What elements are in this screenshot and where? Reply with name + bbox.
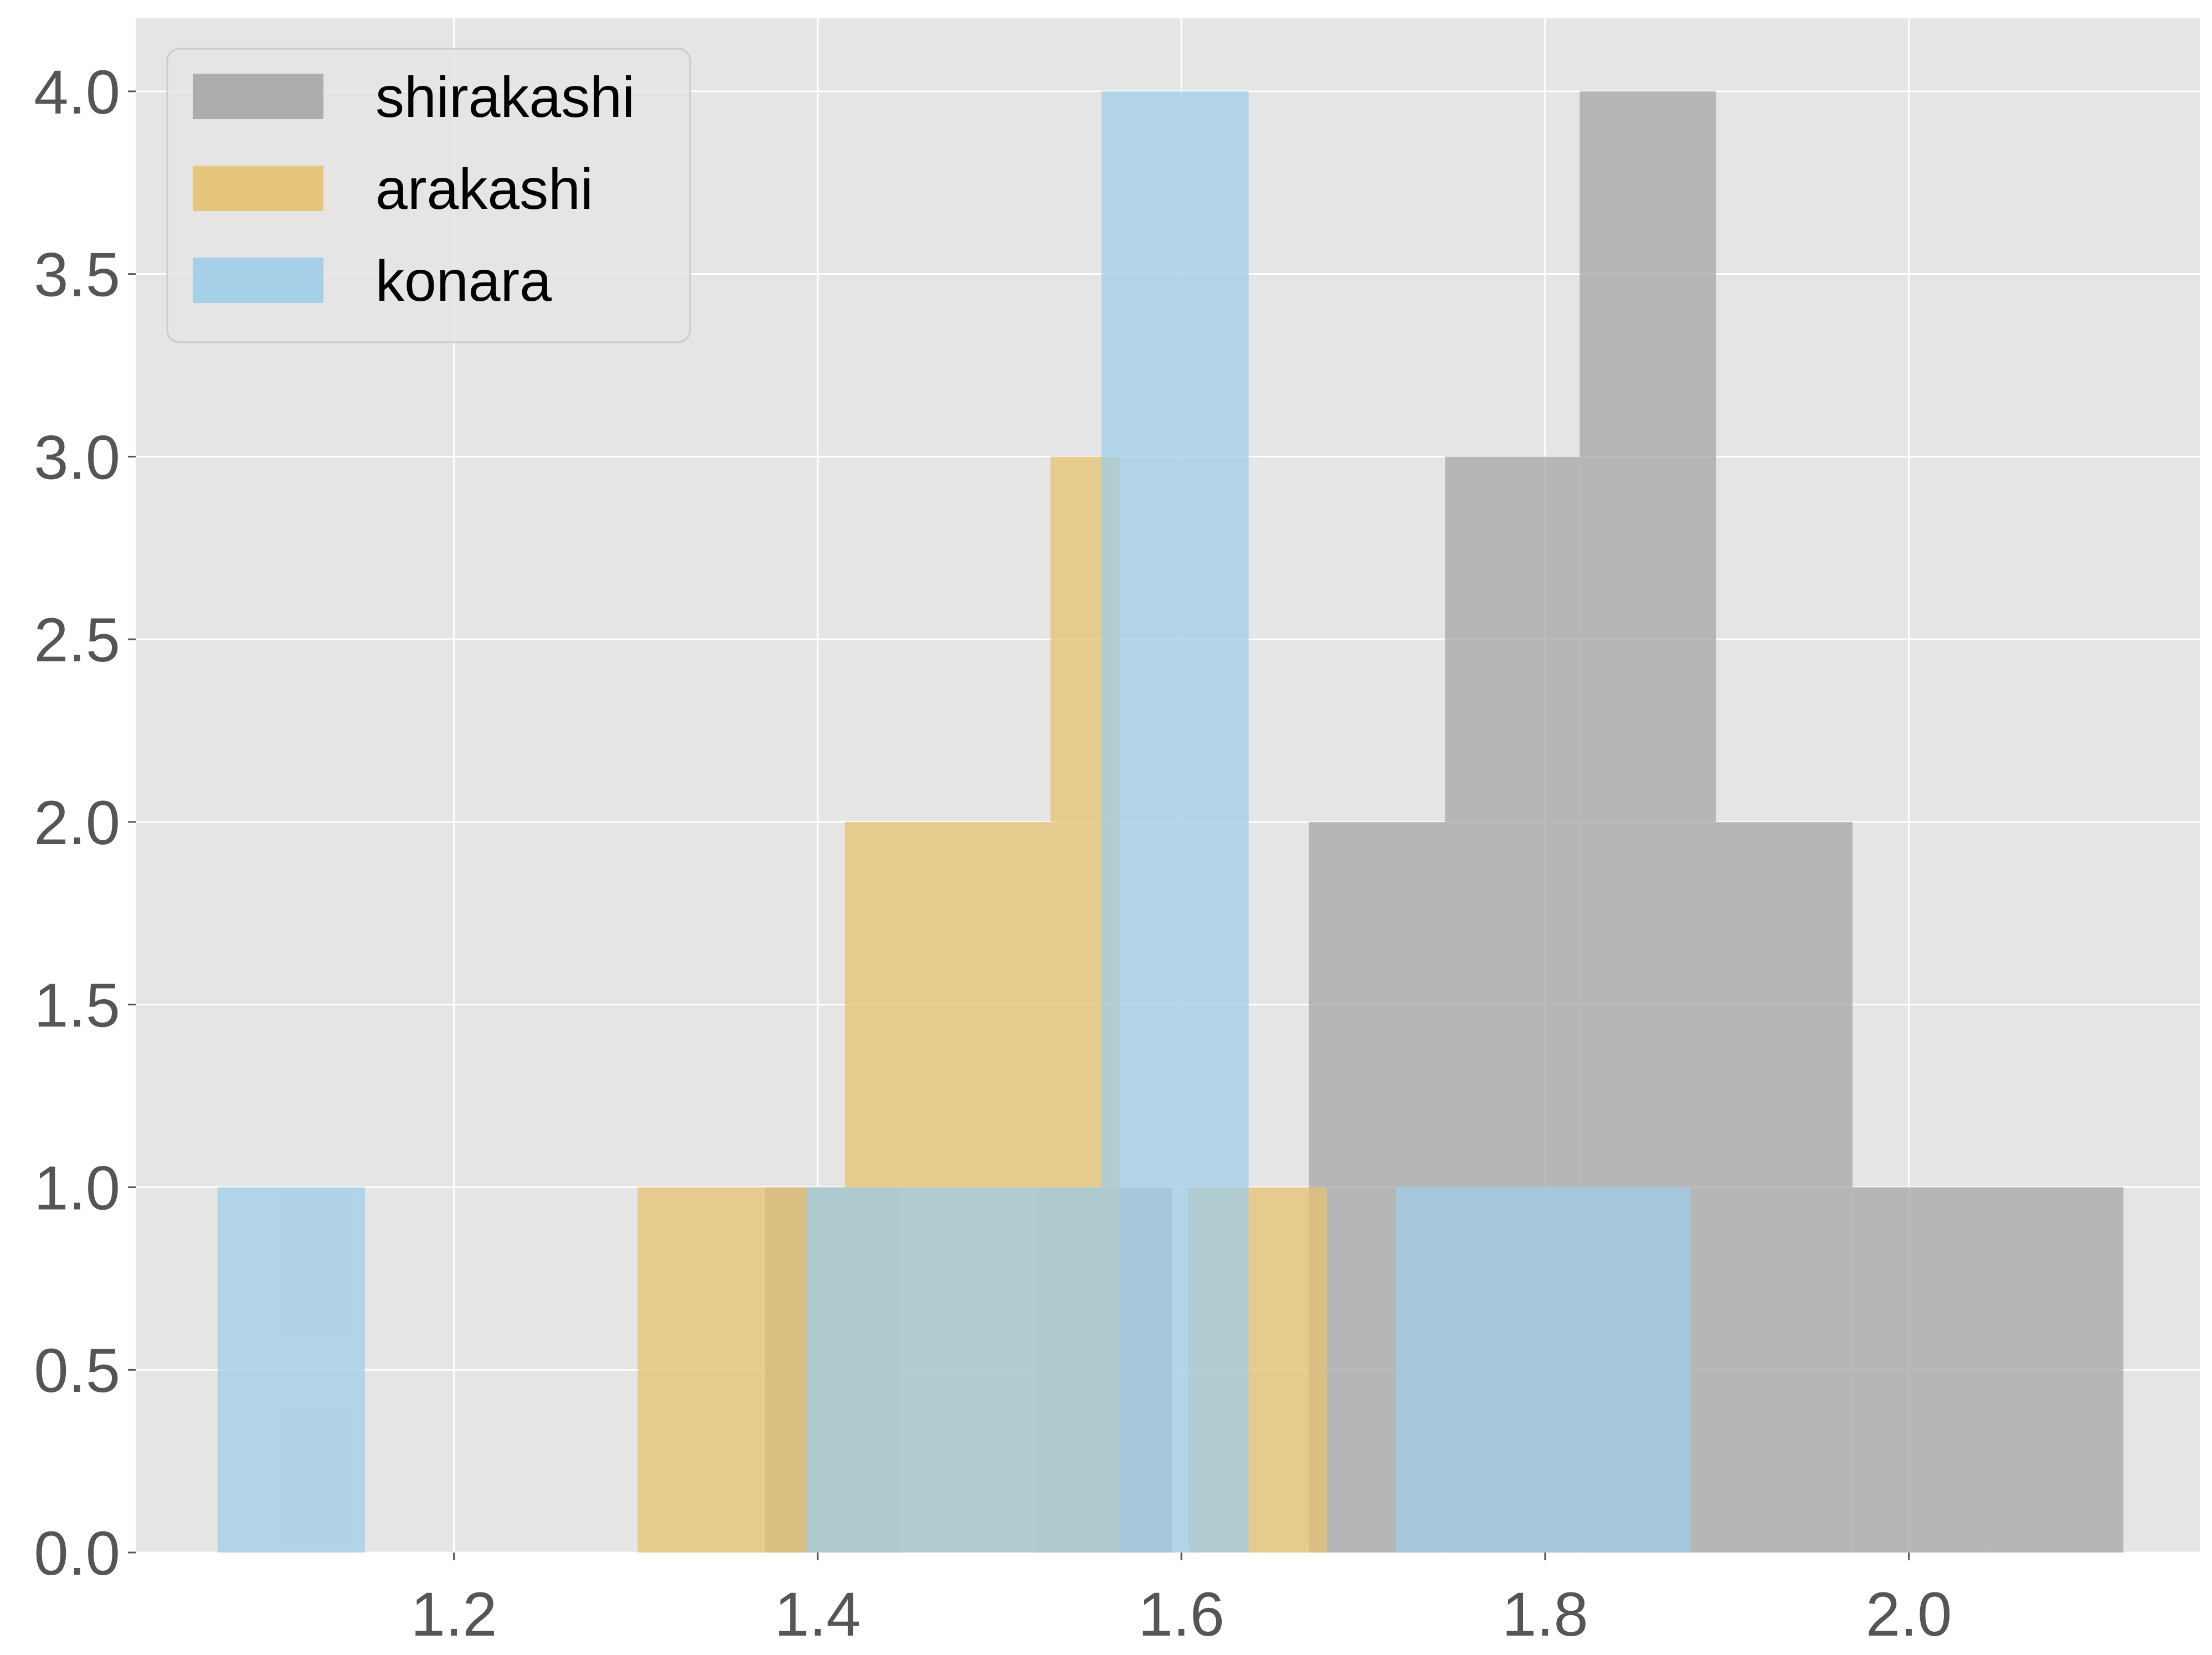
y-tick-label: 2.0	[34, 788, 120, 857]
bar-arakashi	[637, 1187, 707, 1553]
y-tick-label: 0.5	[34, 1336, 120, 1405]
legend-swatch-arakashi	[193, 166, 323, 211]
y-tick-label: 3.0	[34, 423, 120, 492]
legend-swatch-shirakashi	[193, 74, 323, 119]
x-tick-label: 1.4	[775, 1580, 861, 1649]
series-konara	[217, 91, 1691, 1553]
bar-konara	[1101, 91, 1249, 1553]
y-tick-label: 4.0	[34, 58, 120, 127]
bar-shirakashi	[1716, 821, 1853, 1553]
bar-arakashi	[1258, 1187, 1327, 1553]
x-tick-label: 2.0	[1866, 1580, 1952, 1649]
legend-label-arakashi: arakashi	[375, 157, 593, 222]
bar-arakashi	[707, 1187, 776, 1553]
bar-konara	[954, 1187, 1102, 1553]
bar-konara	[806, 1187, 954, 1553]
bar-shirakashi	[1987, 1187, 2124, 1553]
y-tick-label: 2.5	[34, 605, 120, 675]
bar-konara	[1396, 1187, 1544, 1553]
legend: shirakashi arakashi konara	[166, 48, 691, 343]
bar-shirakashi	[1852, 1187, 1987, 1553]
legend-swatch-konara	[193, 258, 323, 303]
x-tick-label: 1.6	[1138, 1580, 1225, 1649]
legend-label-shirakashi: shirakashi	[375, 65, 635, 130]
bar-konara	[217, 1187, 365, 1553]
y-tick-label: 1.5	[34, 971, 120, 1040]
axes: 1.2 1.4 1.6 1.8 2.0 0.0 0.5 1.0 1.5 2.0 2.5 3.0 3.5 4…	[34, 58, 1952, 1649]
legend-label-konara: konara	[375, 249, 552, 313]
histogram-bars	[217, 91, 2124, 1553]
x-tick-label: 1.8	[1502, 1580, 1588, 1649]
y-tick-label: 3.5	[34, 240, 120, 310]
x-tick-label: 1.2	[411, 1580, 497, 1649]
bar-konara	[1543, 1187, 1691, 1553]
y-tick-label: 1.0	[34, 1153, 120, 1222]
y-tick-label: 0.0	[34, 1519, 120, 1588]
